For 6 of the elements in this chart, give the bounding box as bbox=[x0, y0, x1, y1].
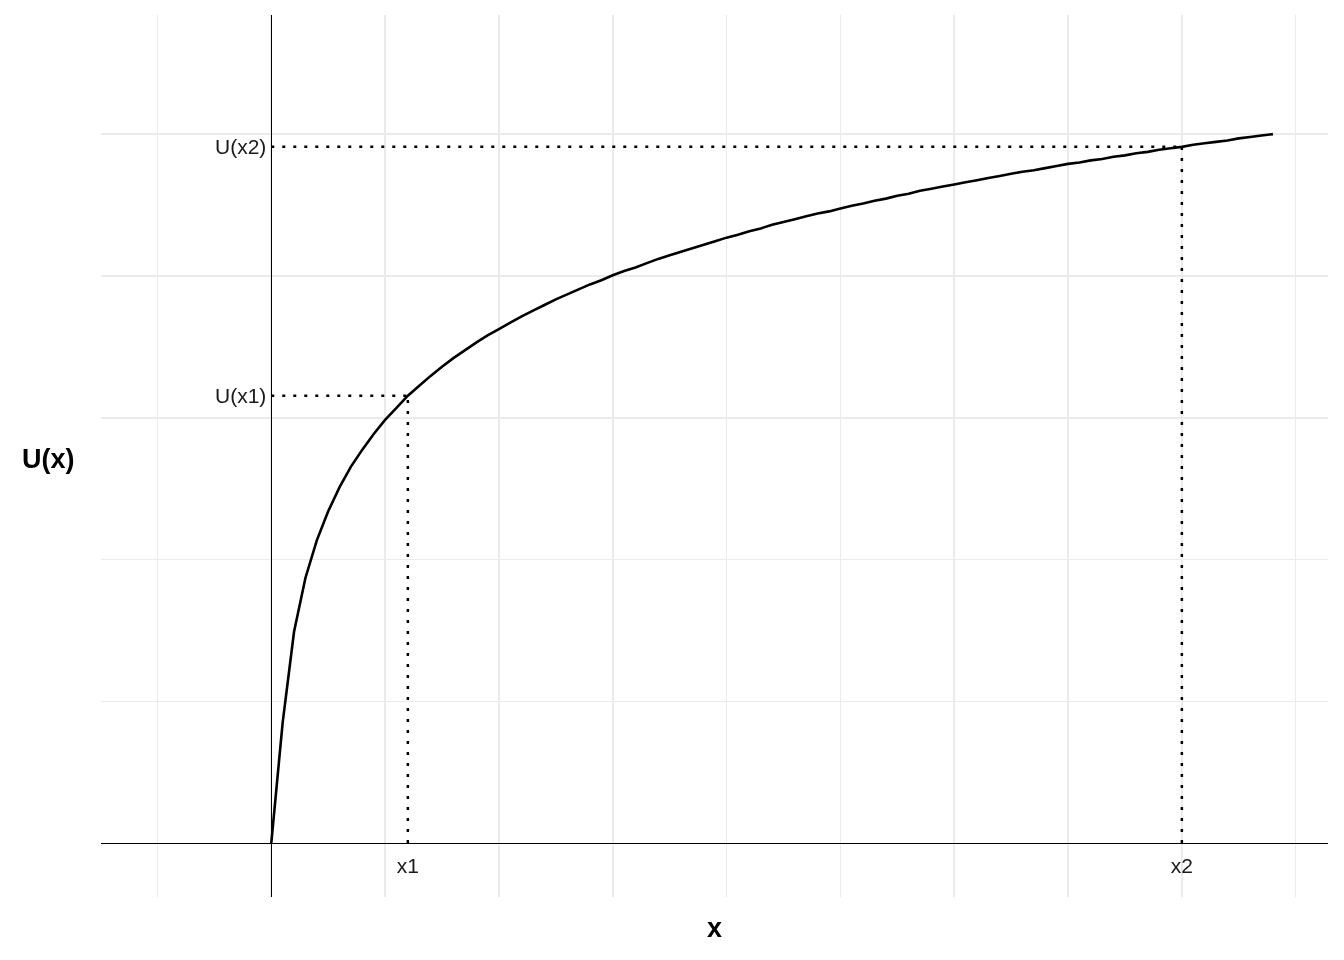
ref-line-label: U(x2) bbox=[215, 135, 267, 158]
x-tick-label: x2 bbox=[1170, 854, 1193, 878]
ref-line-label: U(x1) bbox=[215, 384, 267, 407]
x-tick-label: x1 bbox=[396, 854, 419, 878]
text: U(x) bbox=[22, 444, 75, 474]
x-axis-title: x bbox=[706, 912, 723, 943]
